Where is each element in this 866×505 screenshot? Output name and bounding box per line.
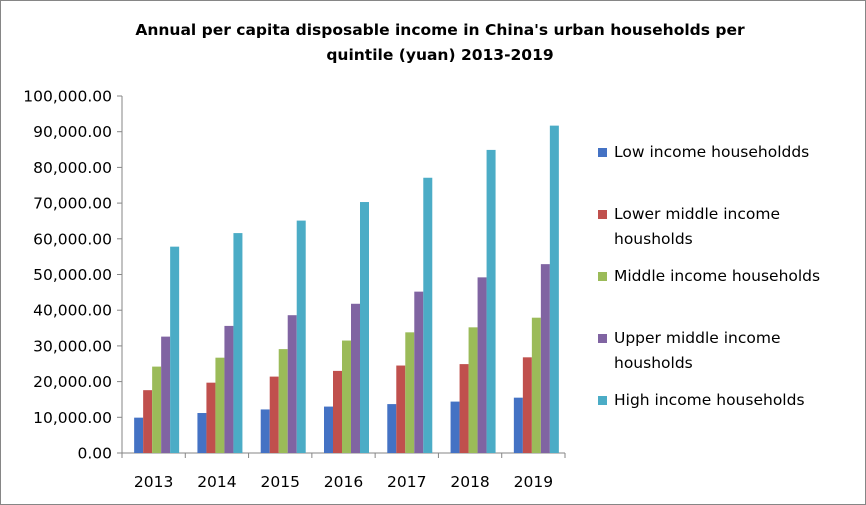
- legend-swatch: [598, 210, 607, 219]
- bar: [468, 327, 478, 453]
- bar: [387, 404, 397, 453]
- y-tick-label: 90,000.00: [33, 123, 112, 141]
- bar: [351, 303, 360, 453]
- bar: [540, 264, 550, 453]
- y-tick-label: 100,000.00: [23, 88, 112, 106]
- bar: [360, 202, 369, 453]
- bar: [414, 291, 424, 453]
- bar: [260, 409, 270, 453]
- x-tick-label: 2018: [450, 473, 489, 491]
- y-tick-label: 60,000.00: [33, 230, 112, 248]
- bar: [215, 357, 225, 453]
- plot-ticks: 0.00 10,000.00 20,000.00 30,000.00 40,000.00…: [23, 88, 553, 492]
- bar: [549, 125, 559, 454]
- y-tick-label: 70,000.00: [33, 195, 112, 213]
- x-tick-label: 2019: [514, 473, 553, 491]
- chart-legend: Low income householdds Lower middle incom…: [598, 0, 860, 505]
- y-tick-label: 30,000.00: [33, 337, 112, 355]
- bar: [486, 149, 496, 454]
- bar: [333, 370, 342, 453]
- legend-swatch: [598, 272, 607, 281]
- legend-swatch: [598, 148, 607, 157]
- bar: [278, 349, 288, 453]
- legend-label: Upper middle income housholds: [614, 329, 781, 372]
- x-tick-label: 2013: [134, 473, 173, 491]
- bar: [513, 397, 523, 453]
- bar: [405, 332, 415, 453]
- y-tick-label: 50,000.00: [33, 266, 112, 284]
- bar: [324, 406, 333, 453]
- bar: [197, 413, 207, 453]
- legend-label: Low income householdds: [614, 143, 810, 161]
- legend-swatch: [598, 396, 607, 405]
- bar: [143, 390, 153, 453]
- bar: [170, 246, 180, 453]
- bar: [224, 325, 234, 453]
- bar: [269, 376, 279, 453]
- plot-bars: [134, 125, 559, 454]
- y-tick-label: 40,000.00: [33, 302, 112, 320]
- chart-title: Annual per capita disposable income in C…: [135, 21, 745, 64]
- bar: [522, 357, 532, 453]
- y-tick-label: 80,000.00: [33, 159, 112, 177]
- y-tick-label: 20,000.00: [33, 373, 112, 391]
- x-tick-label: 2015: [260, 473, 299, 491]
- x-tick-label: 2014: [197, 473, 236, 491]
- legend-swatch: [598, 334, 607, 343]
- bar: [531, 317, 541, 453]
- bar: [296, 220, 306, 453]
- bar: [287, 315, 297, 453]
- bar: [206, 382, 216, 453]
- bar: [459, 364, 469, 453]
- bar: [152, 366, 162, 453]
- bar: [134, 417, 144, 453]
- y-tick-label: 10,000.00: [33, 409, 112, 427]
- legend-label: High income households: [614, 391, 805, 409]
- bar: [423, 177, 433, 454]
- bar: [161, 336, 171, 453]
- bar: [477, 277, 487, 453]
- x-tick-label: 2017: [387, 473, 426, 491]
- x-tick-label: 2016: [324, 473, 363, 491]
- bar: [342, 340, 351, 453]
- legend-label: Lower middle income housholds: [614, 205, 780, 248]
- bar: [450, 401, 460, 453]
- bar: [233, 233, 243, 453]
- bar: [396, 365, 406, 453]
- legend-label: Middle income households: [614, 267, 821, 285]
- y-tick-label: 0.00: [77, 445, 112, 463]
